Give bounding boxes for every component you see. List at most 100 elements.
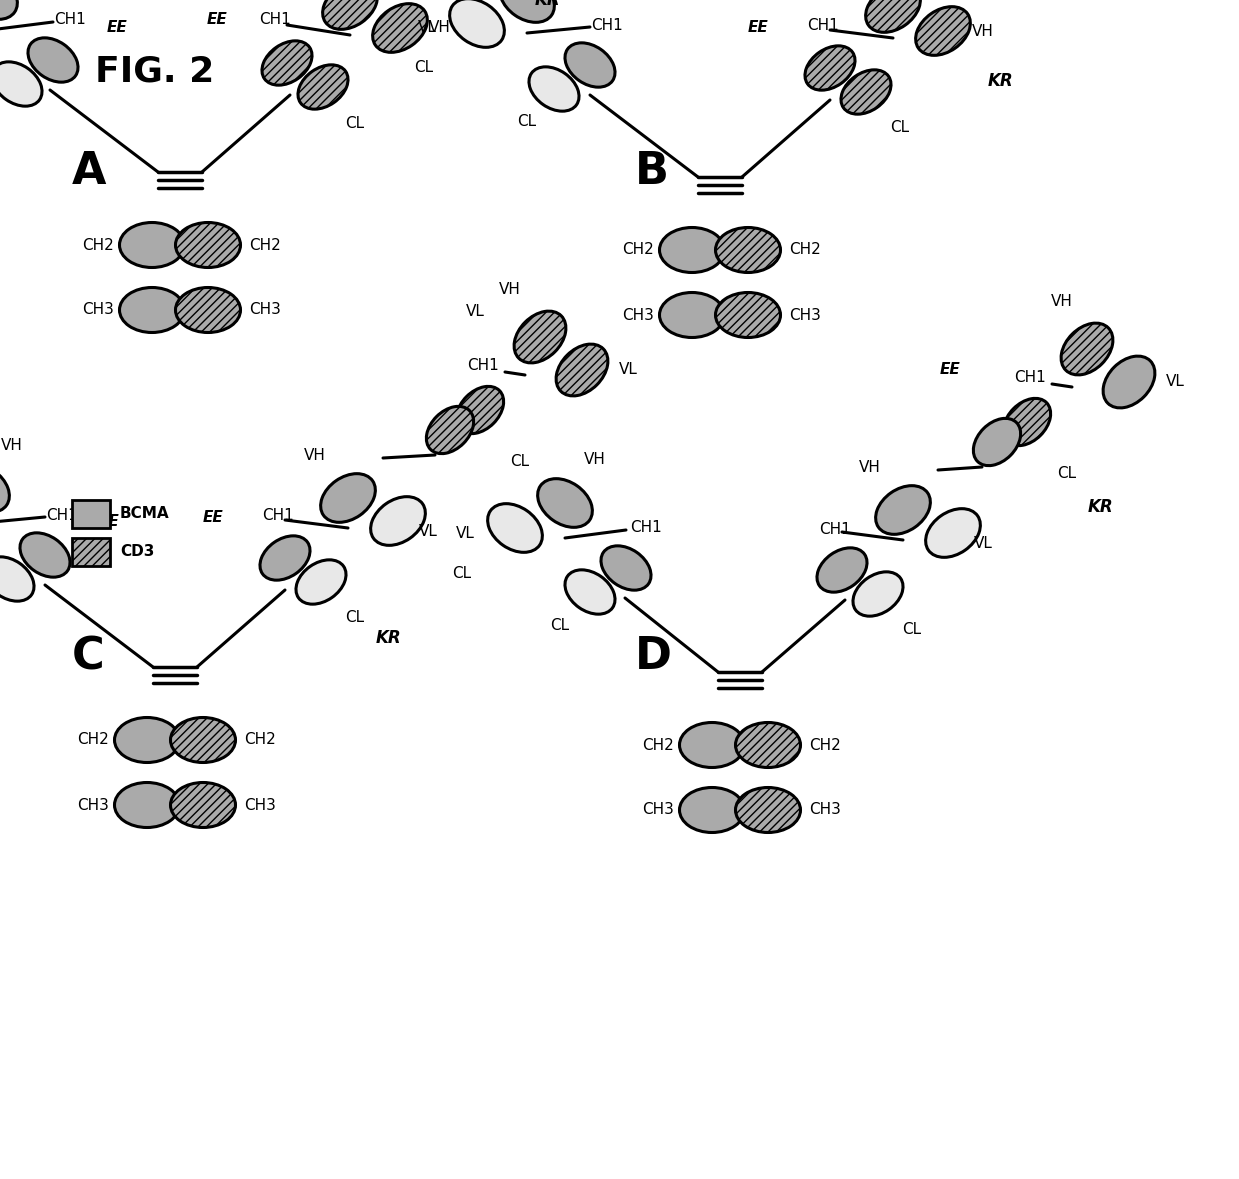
Text: CH3: CH3 — [82, 303, 114, 317]
Text: CH1: CH1 — [46, 507, 78, 522]
Text: CH1: CH1 — [819, 522, 851, 538]
Text: CH2: CH2 — [77, 732, 109, 747]
Ellipse shape — [119, 288, 185, 332]
Text: CH3: CH3 — [809, 803, 841, 817]
Text: EE: EE — [939, 362, 960, 377]
Text: CH2: CH2 — [82, 237, 114, 252]
Ellipse shape — [456, 387, 503, 434]
Text: D: D — [636, 635, 672, 678]
Ellipse shape — [841, 70, 891, 114]
Text: EE: EE — [107, 20, 128, 34]
Text: VL: VL — [974, 535, 992, 551]
Ellipse shape — [556, 344, 608, 396]
Ellipse shape — [0, 556, 33, 601]
Text: CH1: CH1 — [263, 507, 294, 522]
Ellipse shape — [28, 38, 78, 83]
Ellipse shape — [499, 0, 554, 22]
Text: CL: CL — [346, 116, 364, 131]
Text: B: B — [636, 150, 669, 193]
Text: CH1: CH1 — [631, 520, 662, 535]
Text: CL: CL — [414, 60, 434, 75]
Ellipse shape — [1004, 399, 1051, 446]
Ellipse shape — [20, 533, 71, 578]
Text: KR: KR — [534, 0, 560, 9]
Text: EE: EE — [207, 13, 228, 27]
Text: VH: VH — [1051, 295, 1073, 310]
Ellipse shape — [114, 783, 180, 828]
Text: FIG. 2: FIG. 2 — [95, 55, 214, 88]
Text: CL: CL — [1057, 467, 1077, 481]
Text: CL: CL — [346, 611, 364, 626]
Ellipse shape — [0, 61, 42, 106]
Ellipse shape — [296, 560, 346, 604]
Ellipse shape — [852, 572, 903, 617]
Text: CH1: CH1 — [1015, 369, 1046, 384]
Text: CL: CL — [902, 623, 922, 638]
Text: CH2: CH2 — [789, 243, 821, 257]
Text: CH3: CH3 — [789, 308, 821, 323]
Text: VL: VL — [456, 526, 475, 540]
Text: CH3: CH3 — [642, 803, 674, 817]
Text: VL: VL — [418, 20, 436, 35]
Text: CL: CL — [891, 120, 909, 136]
Ellipse shape — [736, 788, 800, 832]
Ellipse shape — [370, 496, 425, 546]
Ellipse shape — [736, 723, 800, 768]
Text: CL: CL — [452, 566, 472, 580]
Text: CH1: CH1 — [591, 18, 623, 33]
Ellipse shape — [876, 486, 930, 534]
Text: VH: VH — [499, 283, 520, 297]
Text: CH2: CH2 — [622, 243, 654, 257]
Ellipse shape — [1103, 356, 1155, 408]
Ellipse shape — [529, 67, 579, 111]
Ellipse shape — [321, 474, 375, 522]
Ellipse shape — [426, 407, 473, 454]
Text: VH: VH — [429, 20, 451, 35]
Text: A: A — [72, 150, 107, 193]
Text: CH3: CH3 — [244, 797, 276, 812]
Ellipse shape — [565, 569, 615, 614]
Ellipse shape — [565, 42, 615, 87]
FancyBboxPatch shape — [72, 500, 110, 528]
Text: VH: VH — [584, 453, 606, 468]
Text: CH1: CH1 — [259, 13, 291, 27]
Text: VH: VH — [973, 24, 994, 39]
Ellipse shape — [926, 508, 980, 558]
Text: KR: KR — [987, 72, 1012, 90]
Text: VL: VL — [466, 304, 484, 320]
Ellipse shape — [0, 0, 17, 19]
Text: EE: EE — [747, 20, 768, 35]
Text: CH3: CH3 — [249, 303, 281, 317]
Ellipse shape — [916, 7, 970, 55]
Text: CH1: CH1 — [807, 18, 839, 33]
Ellipse shape — [659, 292, 725, 337]
Text: KR: KR — [1087, 498, 1113, 516]
Ellipse shape — [322, 0, 378, 29]
Ellipse shape — [715, 292, 781, 337]
Ellipse shape — [373, 4, 427, 52]
Ellipse shape — [114, 718, 180, 763]
Text: VH: VH — [304, 448, 326, 462]
Text: CH1: CH1 — [55, 13, 85, 27]
Text: VL: VL — [1166, 375, 1184, 389]
Ellipse shape — [0, 463, 10, 513]
Ellipse shape — [261, 41, 312, 85]
Ellipse shape — [171, 783, 235, 828]
Ellipse shape — [119, 223, 185, 268]
Ellipse shape — [817, 548, 867, 592]
Ellipse shape — [450, 0, 504, 47]
Text: CH3: CH3 — [622, 308, 654, 323]
Text: EE: EE — [203, 511, 223, 526]
Ellipse shape — [514, 311, 566, 363]
Text: VH: VH — [1, 437, 24, 453]
Text: C: C — [72, 635, 105, 678]
Ellipse shape — [538, 479, 592, 527]
Ellipse shape — [1061, 323, 1113, 375]
Text: CH3: CH3 — [77, 797, 109, 812]
Text: KR: KR — [375, 630, 400, 647]
Ellipse shape — [171, 718, 235, 763]
Ellipse shape — [297, 65, 348, 110]
Text: VL: VL — [419, 523, 437, 539]
Ellipse shape — [176, 288, 240, 332]
Text: BCMA: BCMA — [120, 507, 170, 521]
